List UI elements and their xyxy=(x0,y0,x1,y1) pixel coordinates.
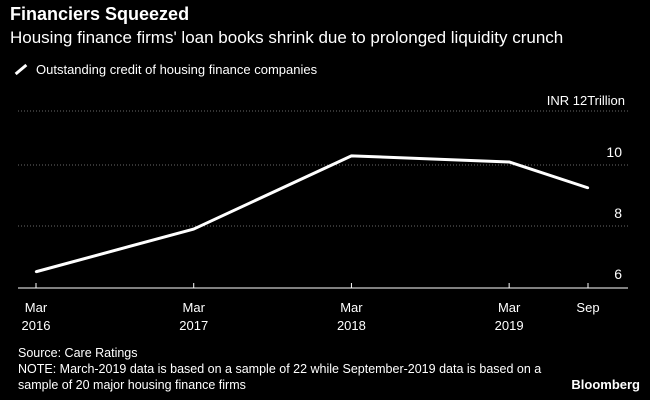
y-tick-label-6: 6 xyxy=(614,266,622,282)
data-point-2 xyxy=(350,154,353,158)
data-point-1 xyxy=(192,227,195,231)
series-line-0 xyxy=(35,154,589,274)
footer-notes: Source: Care Ratings NOTE: March-2019 da… xyxy=(18,345,578,393)
y-tick-label-10: 10 xyxy=(606,144,622,160)
data-point-0 xyxy=(34,270,38,273)
legend-label: Outstanding credit of housing finance co… xyxy=(36,62,318,77)
x-tick-label-2: Mar xyxy=(340,300,363,315)
x-tick-label-0: Mar xyxy=(25,300,48,315)
chart-subtitle: Housing finance firms' loan books shrink… xyxy=(10,28,564,47)
source-note: Source: Care Ratings xyxy=(18,346,138,360)
data-point-4 xyxy=(586,186,590,190)
chart-title: Financiers Squeezed xyxy=(10,4,190,24)
data-note: NOTE: March-2019 data is based on a samp… xyxy=(18,362,542,392)
brand-logo: Bloomberg xyxy=(571,377,640,392)
y-tick-label-8: 8 xyxy=(614,205,622,221)
x-tick-year-0: 2016 xyxy=(22,318,51,333)
x-tick-year-3: 2019 xyxy=(495,318,524,333)
data-point-3 xyxy=(507,160,511,164)
line-chart: INR 12Trillion 6 8 10 Mar 2016 Mar 2017 Mar 2018 M… xyxy=(18,93,628,333)
x-tick-label-1: Mar xyxy=(183,300,206,315)
x-tick-year-2: 2018 xyxy=(337,318,366,333)
y-unit-label: INR 12Trillion xyxy=(547,93,625,108)
legend: Outstanding credit of housing finance co… xyxy=(14,62,317,77)
x-tick-label-3: Mar xyxy=(498,300,521,315)
x-tick-label-4: Sep xyxy=(576,300,599,315)
x-tick-year-1: 2017 xyxy=(179,318,208,333)
